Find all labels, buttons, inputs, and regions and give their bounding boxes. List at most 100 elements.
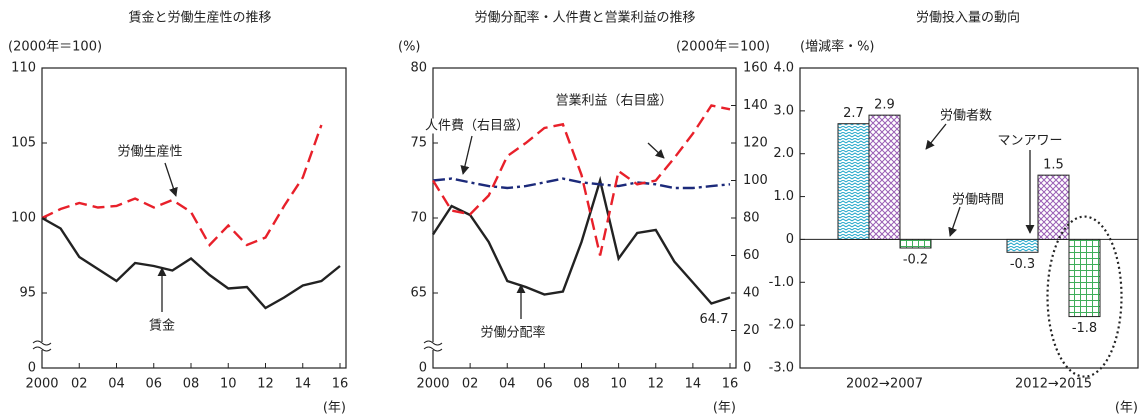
x-tick-label: 10 bbox=[610, 377, 627, 392]
axis-break-gap bbox=[33, 342, 51, 350]
y-tick-label: 70 bbox=[410, 211, 427, 226]
y2-tick-label: 40 bbox=[743, 286, 760, 301]
series-line bbox=[432, 177, 731, 190]
y-tick-label: 2.0 bbox=[773, 146, 794, 161]
series-label: 労働分配率 bbox=[480, 325, 545, 341]
y2-tick-label: 100 bbox=[743, 173, 768, 188]
label-bg bbox=[146, 317, 178, 334]
x-tick-label: 16 bbox=[722, 377, 739, 392]
plot-frame bbox=[432, 67, 737, 369]
data-label: -1.8 bbox=[1072, 321, 1097, 336]
y-tick-label: 105 bbox=[11, 136, 36, 151]
data-label: -0.3 bbox=[1010, 257, 1035, 272]
data-label: 1.5 bbox=[1043, 158, 1064, 173]
series-label: 労働生産性 bbox=[117, 144, 182, 160]
x-axis-unit: (年) bbox=[323, 401, 346, 416]
x-tick-label: 12 bbox=[257, 377, 274, 392]
series-label: 賃金 bbox=[149, 318, 175, 334]
x-tick-label: 06 bbox=[536, 377, 553, 392]
chart-title: 賃金と労働生産性の推移 bbox=[128, 10, 271, 26]
x-tick-label: 2000 bbox=[25, 377, 58, 392]
y2-tick-label: 140 bbox=[743, 98, 768, 113]
annotation-arrow bbox=[647, 142, 665, 159]
y-tick-label: -3.0 bbox=[769, 361, 794, 376]
y-tick-label: 1.0 bbox=[773, 189, 794, 204]
bar bbox=[1037, 174, 1070, 240]
x-tick-label: 02 bbox=[71, 377, 88, 392]
x-tick-label: 14 bbox=[685, 377, 702, 392]
x-tick-label: 04 bbox=[108, 377, 125, 392]
y-tick-label: 4.0 bbox=[773, 61, 794, 76]
chart-title: 労働投入量の動向 bbox=[916, 10, 1020, 26]
label-bg bbox=[940, 191, 1016, 209]
y2-tick-label: 80 bbox=[743, 211, 760, 226]
series-line bbox=[41, 216, 341, 310]
data-label: 64.7 bbox=[700, 312, 729, 327]
y-tick-label: 65 bbox=[410, 286, 427, 301]
y-tick-label: 0 bbox=[419, 361, 427, 376]
x-axis-unit: (年) bbox=[713, 401, 736, 416]
x-tick-label: 2000 bbox=[416, 377, 449, 392]
bar bbox=[868, 114, 901, 240]
y2-tick-label: 160 bbox=[743, 61, 768, 76]
label-bg bbox=[478, 324, 548, 341]
y2-tick-label: 60 bbox=[743, 248, 760, 263]
annotation-arrow bbox=[460, 135, 473, 175]
label-bg bbox=[115, 143, 185, 160]
series-label: 労働時間 bbox=[952, 193, 1004, 208]
label-bg bbox=[553, 92, 675, 109]
x-tick-label: 06 bbox=[145, 377, 162, 392]
x-tick-label: 2012→2015 bbox=[1015, 377, 1092, 392]
bar bbox=[1068, 238, 1101, 318]
label-bg bbox=[928, 107, 1004, 125]
y2-tick-label: 120 bbox=[743, 136, 768, 151]
y2-tick-label: 20 bbox=[743, 323, 760, 338]
y-tick-label: 3.0 bbox=[773, 103, 794, 118]
series-line bbox=[431, 104, 731, 256]
axis-break bbox=[423, 340, 443, 346]
x-tick-label: 12 bbox=[647, 377, 664, 392]
y-tick-label: 95 bbox=[19, 286, 36, 301]
series-line bbox=[431, 175, 731, 305]
axis-break-gap bbox=[424, 342, 442, 350]
series-label: 営業利益（右目盛） bbox=[555, 93, 672, 109]
axis-break bbox=[32, 346, 52, 352]
data-label: -0.2 bbox=[903, 253, 928, 268]
y-axis-unit: (%) bbox=[398, 40, 421, 55]
series-line bbox=[41, 124, 323, 247]
axis-break bbox=[423, 346, 443, 352]
y-tick-label: 100 bbox=[11, 211, 36, 226]
y2-tick-label: 0 bbox=[743, 361, 751, 376]
y-tick-label: 0 bbox=[786, 232, 794, 247]
annotation-arrow bbox=[948, 206, 961, 237]
x-tick-label: 02 bbox=[462, 377, 479, 392]
y2-axis-unit: (2000年＝100) bbox=[676, 40, 770, 55]
bar bbox=[837, 123, 870, 240]
data-label: 2.9 bbox=[874, 98, 895, 113]
series-label: 労働者数 bbox=[940, 109, 992, 124]
bar bbox=[1006, 238, 1039, 253]
y-axis-unit: (2000年＝100) bbox=[8, 40, 102, 55]
annotation-arrow bbox=[925, 123, 947, 150]
annotation-arrow bbox=[164, 162, 178, 197]
x-tick-label: 16 bbox=[332, 377, 349, 392]
y-tick-label: 75 bbox=[410, 136, 427, 151]
x-tick-label: 14 bbox=[294, 377, 311, 392]
x-tick-label: 2002→2007 bbox=[846, 377, 923, 392]
x-tick-label: 10 bbox=[220, 377, 237, 392]
series-label: マンアワー bbox=[997, 134, 1062, 149]
x-tick-label: 08 bbox=[573, 377, 590, 392]
chart-title: 労働分配率・人件費と営業利益の推移 bbox=[474, 10, 695, 26]
y-tick-label: -1.0 bbox=[769, 275, 794, 290]
y-tick-label: 80 bbox=[410, 61, 427, 76]
x-axis-unit: (年) bbox=[1115, 401, 1138, 416]
x-tick-label: 04 bbox=[499, 377, 516, 392]
axis-break bbox=[32, 340, 52, 346]
label-bg bbox=[992, 132, 1068, 150]
label-bg bbox=[422, 118, 532, 134]
y-axis-unit: (増減率・%) bbox=[800, 39, 875, 55]
series-label: 人件費（右目盛） bbox=[425, 119, 529, 134]
y-tick-label: -2.0 bbox=[769, 318, 794, 333]
